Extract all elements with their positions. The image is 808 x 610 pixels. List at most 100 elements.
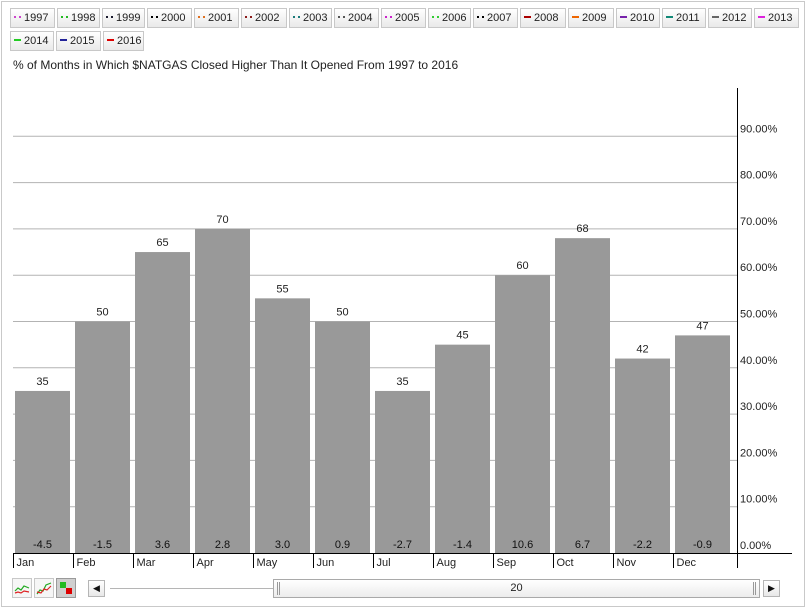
legend-label: 1998 <box>71 12 96 24</box>
year-legend: 1997 1998 1999 2000 2001 2002 2003 2004 2005 2006… <box>10 8 800 54</box>
legend-item-2005[interactable]: 2005 <box>381 8 426 28</box>
legend-item-2014[interactable]: 2014 <box>10 31 54 51</box>
legend-item-2001[interactable]: 2001 <box>194 8 239 28</box>
legend-item-2002[interactable]: 2002 <box>241 8 287 28</box>
legend-label: 1999 <box>116 12 141 24</box>
legend-label: 2003 <box>303 12 328 24</box>
bar-value-label: 65 <box>156 237 168 249</box>
legend-item-2010[interactable]: 2010 <box>616 8 660 28</box>
bar-jan[interactable] <box>15 390 70 553</box>
thumb-grip-left <box>277 582 280 595</box>
bar-value-label: 55 <box>276 283 288 295</box>
legend-item-2013[interactable]: 2013 <box>754 8 799 28</box>
legend-item-2016[interactable]: 2016 <box>103 31 144 51</box>
legend-label: 2011 <box>676 12 700 24</box>
avg-change-label: -2.7 <box>393 539 412 551</box>
legend-label: 1997 <box>24 12 49 24</box>
legend-label: 2002 <box>255 12 280 24</box>
legend-label: 2001 <box>208 12 233 24</box>
chart-title: % of Months in Which $NATGAS Closed High… <box>13 58 459 72</box>
bar-value-label: 35 <box>396 376 408 388</box>
legend-swatch <box>293 16 300 19</box>
legend-swatch <box>14 39 21 42</box>
avg-change-label: 3.0 <box>275 539 290 551</box>
legend-label: 2008 <box>534 12 559 24</box>
legend-item-2009[interactable]: 2009 <box>568 8 614 28</box>
avg-change-label: 10.6 <box>512 539 533 551</box>
scroll-left-button[interactable]: ◀ <box>88 580 105 597</box>
legend-label: 2006 <box>442 12 467 24</box>
y-tick-label: 90.00% <box>740 123 778 135</box>
legend-swatch <box>758 16 765 19</box>
bar-sep[interactable] <box>495 275 550 553</box>
bar-value-label: 68 <box>576 223 588 235</box>
legend-swatch <box>385 16 392 19</box>
line-chart-icon[interactable] <box>12 578 32 598</box>
bar-value-label: 70 <box>216 214 228 226</box>
legend-swatch <box>61 16 68 19</box>
bar-feb[interactable] <box>75 321 130 554</box>
legend-swatch <box>666 16 673 19</box>
legend-swatch <box>620 16 627 19</box>
bar-value-label: 47 <box>696 320 708 332</box>
bar-oct[interactable] <box>555 238 610 553</box>
legend-item-1998[interactable]: 1998 <box>57 8 100 28</box>
legend-item-2000[interactable]: 2000 <box>147 8 192 28</box>
bar-apr[interactable] <box>195 228 250 553</box>
legend-label: 2004 <box>348 12 373 24</box>
legend-item-1997[interactable]: 1997 <box>10 8 55 28</box>
bar-jul[interactable] <box>375 390 430 553</box>
legend-label: 2010 <box>630 12 655 24</box>
x-tick-label: Apr <box>197 557 214 569</box>
bar-value-label: 50 <box>336 307 348 319</box>
legend-item-2006[interactable]: 2006 <box>428 8 471 28</box>
legend-swatch <box>151 16 158 19</box>
legend-swatch <box>712 16 719 19</box>
performance-chart-icon[interactable] <box>34 578 54 598</box>
x-tick-label: Jul <box>377 557 391 569</box>
bar-value-label: 42 <box>636 344 648 356</box>
legend-swatch <box>524 16 531 19</box>
legend-label: 2000 <box>161 12 186 24</box>
x-tick-label: Mar <box>137 557 156 569</box>
legend-label: 2013 <box>768 12 793 24</box>
avg-change-label: -2.2 <box>633 539 652 551</box>
legend-swatch <box>107 39 114 42</box>
bar-aug[interactable] <box>435 344 490 553</box>
scroll-right-button[interactable]: ▶ <box>763 580 780 597</box>
legend-item-2011[interactable]: 2011 <box>662 8 706 28</box>
legend-item-2003[interactable]: 2003 <box>289 8 332 28</box>
bar-mar[interactable] <box>135 252 190 554</box>
legend-label: 2005 <box>395 12 420 24</box>
bar-dec[interactable] <box>675 335 730 553</box>
legend-item-2004[interactable]: 2004 <box>334 8 379 28</box>
bar-jun[interactable] <box>315 321 370 554</box>
legend-item-2007[interactable]: 2007 <box>473 8 518 28</box>
legend-swatch <box>477 16 484 19</box>
legend-swatch <box>572 16 579 19</box>
avg-change-label: -4.5 <box>33 539 52 551</box>
legend-item-2008[interactable]: 2008 <box>520 8 566 28</box>
x-tick-label: Dec <box>677 557 697 569</box>
legend-swatch <box>106 16 113 19</box>
seasonality-bar-chart: 0.00% 10.00% 20.00% 30.00% 40.00% 50.00% 60.00… <box>13 88 792 569</box>
avg-change-label: 3.6 <box>155 539 170 551</box>
legend-item-2015[interactable]: 2015 <box>56 31 101 51</box>
y-tick-label: 50.00% <box>740 309 778 321</box>
y-tick-label: 20.00% <box>740 447 778 459</box>
y-tick-label: 40.00% <box>740 355 778 367</box>
bar-nov[interactable] <box>615 358 670 553</box>
avg-change-label: -1.5 <box>93 539 112 551</box>
x-tick-label: Jun <box>317 557 335 569</box>
legend-swatch <box>338 16 345 19</box>
y-tick-label: 70.00% <box>740 216 778 228</box>
avg-change-label: -1.4 <box>453 539 472 551</box>
bar-may[interactable] <box>255 298 310 553</box>
avg-change-label: 2.8 <box>215 539 230 551</box>
range-slider-thumb[interactable]: 20 <box>273 579 760 598</box>
legend-item-1999[interactable]: 1999 <box>102 8 145 28</box>
seasonality-bar-icon[interactable] <box>56 578 76 598</box>
legend-item-2012[interactable]: 2012 <box>708 8 752 28</box>
x-tick-label: Oct <box>557 557 574 569</box>
y-tick-label: 30.00% <box>740 401 778 413</box>
